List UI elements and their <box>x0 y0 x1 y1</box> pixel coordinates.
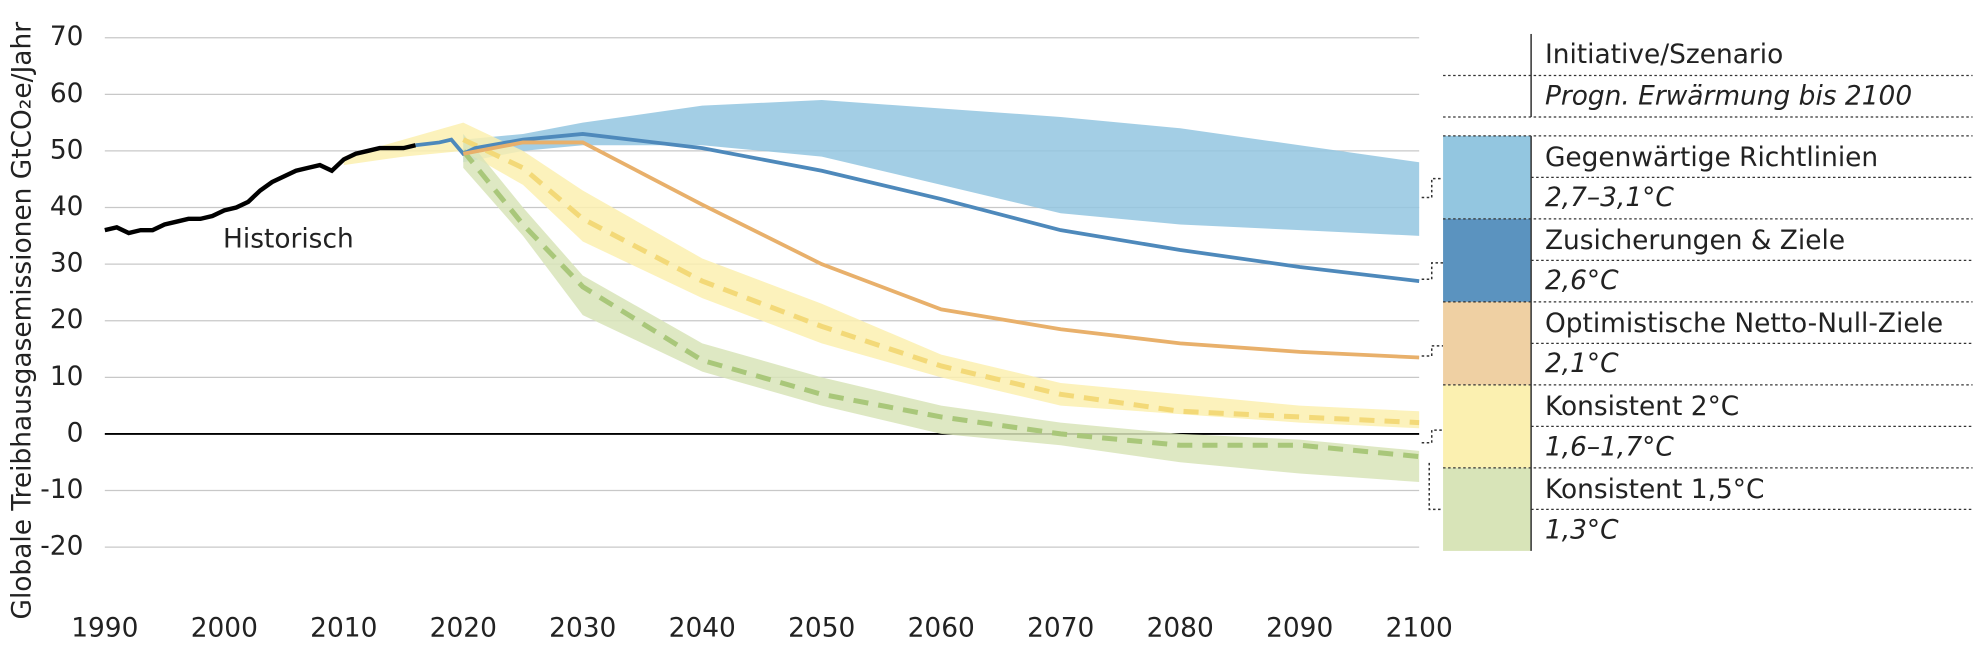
x-tick-label: 2090 <box>1266 612 1333 643</box>
x-tick-label: 2010 <box>310 612 377 643</box>
y-tick-label: -20 <box>40 531 83 562</box>
x-tick-label: 2050 <box>788 612 855 643</box>
legend-swatch <box>1443 467 1532 551</box>
legend-label: Konsistent 1,5°C <box>1545 474 1764 505</box>
median-line <box>461 149 1420 460</box>
y-tick-label: 10 <box>50 361 84 392</box>
x-tick-label: 2000 <box>191 612 258 643</box>
legend-header: Progn. Erwärmung bis 2100 <box>1545 80 1912 111</box>
x-tick-label: 2100 <box>1386 612 1453 643</box>
y-tick-label: 0 <box>67 417 84 448</box>
legend-warming: 1,6–1,7°C <box>1545 431 1674 462</box>
x-tick-label: 2030 <box>549 612 616 643</box>
y-tick-label: 20 <box>50 304 84 335</box>
legend-label: Zusicherungen & Ziele <box>1545 225 1845 256</box>
legend-swatch <box>1443 301 1532 385</box>
band <box>463 133 1420 483</box>
x-tick-label: 2080 <box>1147 612 1214 643</box>
legend-swatch <box>1443 384 1532 468</box>
connectors <box>1421 177 1444 511</box>
x-tick-label: 2060 <box>908 612 975 643</box>
legend-swatch <box>1443 218 1532 302</box>
y-tick-label: 50 <box>50 134 84 165</box>
y-axis-label: Globale Treibhausgasemissionen GtCO₂e/Ja… <box>7 22 38 620</box>
line <box>462 140 1420 360</box>
x-tick-label: 2040 <box>669 612 736 643</box>
y-tick-label: -10 <box>40 474 83 505</box>
legend-warming: 2,7–3,1°C <box>1545 182 1674 213</box>
x-tick-label: 2070 <box>1027 612 1094 643</box>
historical-line <box>104 143 416 236</box>
line <box>415 132 1420 283</box>
x-tick-label: 1990 <box>71 612 138 643</box>
legend-label: Optimistische Netto-Null-Ziele <box>1545 308 1943 339</box>
y-tick-label: 70 <box>50 21 84 52</box>
band <box>463 99 1420 236</box>
y-tick-label: 40 <box>50 191 84 222</box>
x-tick-label: 2020 <box>430 612 497 643</box>
y-tick-label: 30 <box>50 248 84 279</box>
legend-warming: 2,6°C <box>1545 265 1619 296</box>
y-tick-label: 60 <box>50 78 84 109</box>
historical-label: Historisch <box>223 224 354 255</box>
legend-label: Konsistent 2°C <box>1545 391 1739 422</box>
legend-swatch <box>1443 135 1532 219</box>
legend-warming: 2,1°C <box>1545 348 1619 379</box>
median-line <box>462 137 1420 426</box>
legend-label: Gegenwärtige Richtlinien <box>1545 142 1878 173</box>
legend-header: Initiative/Szenario <box>1545 39 1783 70</box>
legend-warming: 1,3°C <box>1545 514 1619 545</box>
